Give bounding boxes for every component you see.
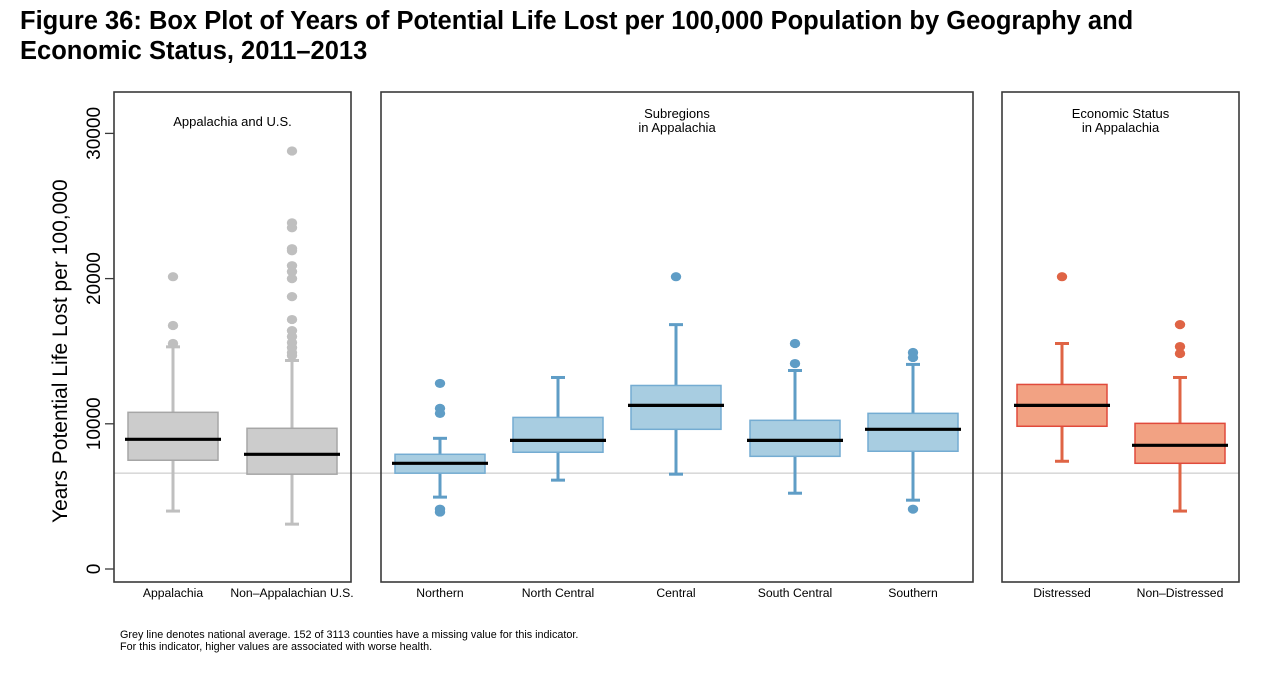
box-south-central-iqr bbox=[749, 419, 841, 458]
box-south-central bbox=[747, 338, 843, 495]
box-non-appalachian-u-s-outlier bbox=[286, 246, 298, 256]
box-non-distressed-outlier bbox=[1174, 320, 1186, 330]
box-non-distressed bbox=[1132, 320, 1228, 513]
box-appalachia-outlier bbox=[167, 338, 179, 349]
box-south-central-outlier bbox=[789, 358, 801, 369]
box-non-distressed-outlier bbox=[1174, 341, 1186, 352]
labels-layer: Appalachia and U.S. Appalachia Non–Appalac… bbox=[143, 106, 1224, 600]
box-distressed-outlier bbox=[1056, 272, 1068, 282]
panel-economic-status-in-appalachia-header-line: in Appalachia bbox=[1082, 120, 1160, 135]
y-tick-label: 0 bbox=[84, 564, 105, 575]
box-southern bbox=[865, 347, 961, 514]
boxes-layer bbox=[125, 146, 1228, 526]
box-appalachia-category-label: Appalachia bbox=[143, 586, 204, 600]
box-non-appalachian-u-s-outlier bbox=[286, 350, 298, 361]
y-axis: 0 10000 20000 30000 Years Potential Life Los… bbox=[49, 107, 114, 574]
box-northern-category-label: Northern bbox=[416, 586, 463, 600]
box-southern-iqr bbox=[867, 412, 959, 452]
box-non-appalachian-u-s-outlier bbox=[286, 314, 298, 325]
box-non-distressed-outlier bbox=[1174, 348, 1186, 359]
box-non-appalachian-u-s-iqr bbox=[246, 427, 338, 475]
panel-appalachia-and-u-s-header-line: Appalachia and U.S. bbox=[173, 114, 292, 129]
box-non-appalachian-u-s-outlier bbox=[286, 146, 298, 156]
box-appalachia-iqr bbox=[127, 411, 219, 461]
box-southern-category-label: Southern bbox=[888, 586, 937, 600]
box-south-central-category-label: South Central bbox=[758, 586, 833, 600]
panel-economic-status-in-appalachia-frame bbox=[1001, 91, 1240, 583]
figure-title-line-1: Figure 36: Box Plot of Years of Potentia… bbox=[20, 7, 1134, 35]
box-northern-outlier bbox=[434, 378, 446, 389]
footnote: Grey line denotes national average. 152 … bbox=[120, 629, 578, 653]
box-appalachia-outlier bbox=[167, 320, 179, 331]
y-tick-label: 30000 bbox=[84, 107, 105, 160]
box-central bbox=[628, 272, 724, 476]
panel-subregions-in-appalachia-header-line: in Appalachia bbox=[638, 120, 716, 135]
figure-title-line-2: Economic Status, 2011–2013 bbox=[20, 37, 368, 65]
box-south-central-outlier bbox=[789, 338, 801, 349]
box-non-appalachian-u-s-outlier bbox=[286, 274, 298, 284]
box-southern-outlier bbox=[907, 504, 919, 514]
y-axis-title: Years Potential Life Lost per 100,000 bbox=[49, 179, 72, 523]
box-appalachia-outlier bbox=[167, 272, 179, 282]
panel-economic-status-in-appalachia-header-line: Economic Status bbox=[1072, 106, 1170, 121]
figure-title: Figure 36: Box Plot of Years of Potentia… bbox=[20, 6, 1260, 66]
box-north-central bbox=[510, 375, 606, 482]
box-non-appalachian-u-s-outlier bbox=[286, 267, 298, 277]
y-tick-label: 10000 bbox=[84, 397, 105, 450]
box-non-distressed-category-label: Non–Distressed bbox=[1137, 586, 1224, 600]
box-appalachia bbox=[125, 272, 221, 513]
box-northern bbox=[392, 378, 488, 517]
box-northern-outlier bbox=[434, 408, 446, 418]
box-central-category-label: Central bbox=[656, 586, 695, 600]
box-north-central-iqr bbox=[512, 416, 604, 454]
y-tick-label: 20000 bbox=[84, 252, 105, 305]
box-distressed-category-label: Distressed bbox=[1033, 586, 1091, 600]
box-non-appalachian-u-s-category-label: Non–Appalachian U.S. bbox=[230, 586, 353, 600]
box-non-appalachian-u-s bbox=[244, 146, 340, 526]
box-non-distressed-iqr bbox=[1134, 422, 1226, 465]
panel-appalachia-and-u-s-frame bbox=[113, 91, 352, 583]
box-distressed bbox=[1014, 272, 1110, 463]
box-northern-outlier bbox=[434, 507, 446, 517]
box-central-outlier bbox=[670, 272, 682, 282]
box-north-central-category-label: North Central bbox=[522, 586, 594, 600]
box-non-appalachian-u-s-outlier bbox=[286, 292, 298, 302]
panels-layer bbox=[113, 91, 1240, 583]
footnote-line-2: For this indicator, higher values are as… bbox=[120, 641, 433, 653]
panel-subregions-in-appalachia-frame bbox=[380, 91, 974, 583]
box-central-iqr bbox=[630, 384, 722, 431]
box-southern-outlier bbox=[907, 352, 919, 363]
footnote-line-1: Grey line denotes national average. 152 … bbox=[120, 629, 579, 641]
panel-subregions-in-appalachia-header-line: Subregions bbox=[644, 106, 710, 121]
box-non-appalachian-u-s-outlier bbox=[286, 223, 298, 233]
